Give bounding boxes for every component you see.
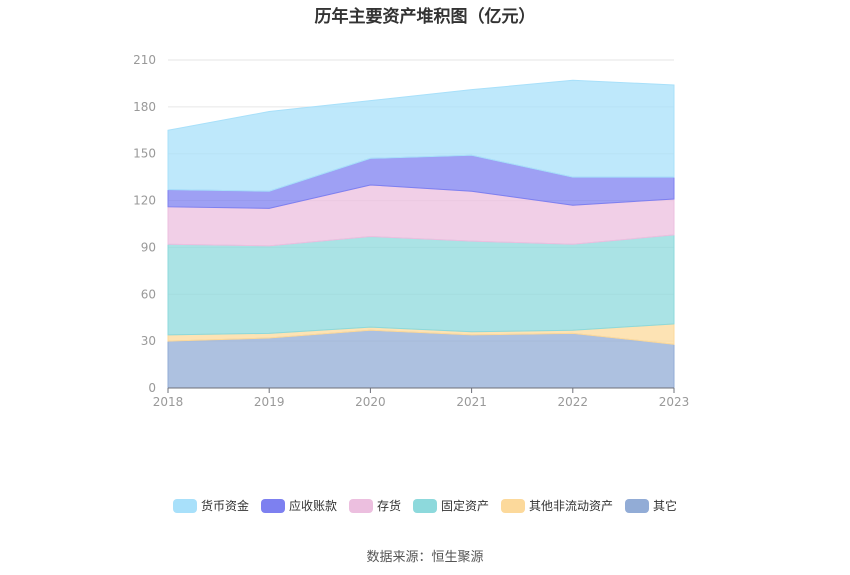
y-tick-label: 30 [141,334,156,348]
legend-swatch [625,498,650,513]
y-tick-label: 0 [148,381,156,395]
legend-swatch [501,498,526,513]
legend-label: 其它 [653,499,678,513]
x-tick-label: 2023 [659,395,690,409]
x-tick-label: 2019 [254,395,285,409]
y-tick-label: 120 [133,194,156,208]
source-note: 数据来源：恒生聚源 [366,550,484,565]
legend-swatch [413,498,437,513]
area-货币资金[interactable] [167,79,675,192]
legend: 货币资金 应收账款 存货 固定资产 其他非流动资产 其它 [0,497,850,514]
area-series [167,79,675,389]
legend-item-其他非流动资产[interactable]: 其他非流动资产 [501,497,613,514]
y-tick-label: 210 [133,53,156,67]
axes: 0 30 60 90 120 150 180 210 2018 2019 2020 2021 2022 2… [133,53,689,409]
area-固定资产[interactable] [167,234,675,336]
chart-title: 历年主要资产堆积图（亿元） [314,7,536,27]
legend-label: 货币资金 [200,499,249,513]
legend-item-存货[interactable]: 存货 [348,497,401,514]
x-tick-label: 2022 [558,395,589,409]
legend-label: 固定资产 [441,499,490,513]
legend-label: 其他非流动资产 [529,499,614,513]
x-tick-label: 2018 [153,395,184,409]
legend-label: 存货 [376,499,401,513]
legend-item-应收账款[interactable]: 应收账款 [260,497,337,514]
x-tick-label: 2021 [456,395,487,409]
y-tick-label: 150 [133,147,156,161]
legend-item-货币资金[interactable]: 货币资金 [172,497,249,514]
legend-swatch [260,498,285,513]
legend-item-固定资产[interactable]: 固定资产 [413,497,489,514]
legend-swatch [348,498,373,513]
legend-label: 应收账款 [288,499,337,513]
legend-swatch [172,498,197,513]
y-tick-label: 90 [141,240,156,254]
legend-item-其它[interactable]: 其它 [625,497,677,514]
x-tick-label: 2020 [355,395,386,409]
y-tick-label: 180 [133,100,156,114]
y-tick-label: 60 [141,287,156,301]
